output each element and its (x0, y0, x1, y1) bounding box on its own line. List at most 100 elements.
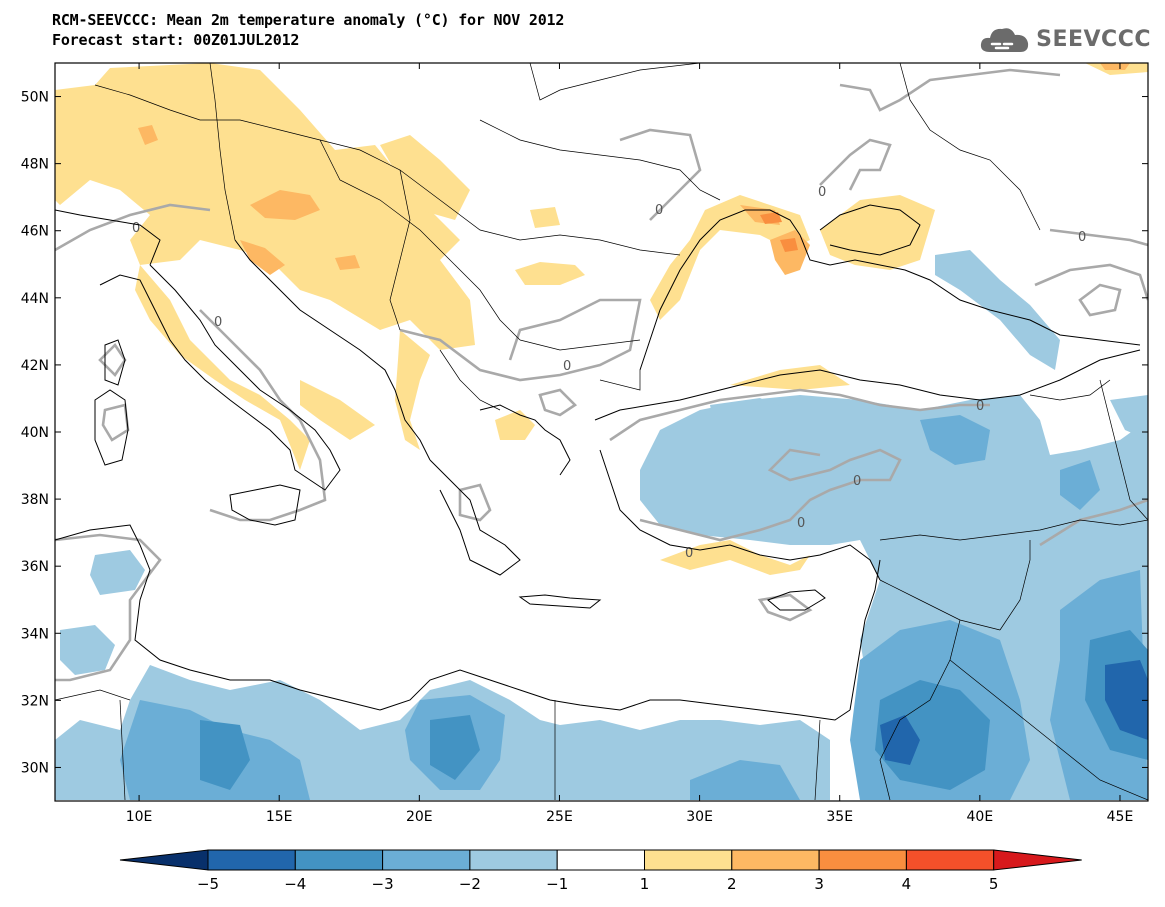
contour-line (538, 388, 578, 417)
hot-spot-odessa (760, 212, 782, 224)
coastline-levant (849, 559, 881, 711)
border-line (119, 699, 126, 801)
colorbar-segment (294, 849, 384, 871)
coastline-sicily (229, 484, 301, 526)
lon-tick-label: 45E (1107, 809, 1134, 825)
contour-line (1049, 228, 1148, 247)
latitude-axis: 50N 48N 46N 44N 42N 40N 38N 36N 34N 32N 30N (21, 90, 1148, 776)
warm-region-balkan-coast (395, 330, 430, 450)
colorbar-segment (644, 849, 733, 871)
warm-region-turkey-south (660, 540, 810, 575)
border-line (814, 719, 821, 801)
lat-tick-label: 30N (21, 760, 49, 776)
contour-label: 0 (214, 315, 222, 330)
colorbar-segment (382, 849, 471, 871)
coastline-crete (518, 594, 602, 609)
contour-line (399, 298, 642, 382)
border-line (879, 519, 1148, 541)
cold-region-turkey (640, 395, 1148, 800)
colorbar: −5 −4 −3 −2 −1 1 2 3 4 5 (119, 849, 1082, 893)
contour-label: 0 (976, 399, 984, 414)
contour-line (101, 403, 130, 442)
border-line (519, 339, 641, 351)
warm-region-crimea (820, 195, 935, 270)
warm-region-black-sea-nw (650, 195, 810, 320)
warm-spot-ne (1100, 63, 1130, 70)
warm-region-adriatic-coast (300, 380, 375, 440)
contour-label: 0 (818, 185, 826, 200)
hot-spot-crimea (780, 238, 798, 252)
coastline-tyrrhenian-west (55, 209, 161, 266)
coastline-turkey (594, 349, 1141, 581)
mid-cold-region-turkey (920, 415, 990, 465)
lat-tick-label: 32N (21, 693, 49, 709)
coastline-adriatic-east (234, 239, 431, 461)
lon-tick-label: 25E (546, 809, 573, 825)
colorbar-segment (818, 849, 907, 871)
contour-label: 0 (132, 221, 140, 236)
border-line (319, 139, 521, 341)
border-line (949, 659, 1148, 801)
very-cold-region-jordan (880, 715, 920, 765)
contour-line (609, 388, 990, 442)
contour-label: 0 (655, 203, 663, 218)
chart-title: RCM-SEEVCCC: Mean 2m temperature anomaly… (52, 11, 565, 29)
coastline-greece (429, 404, 571, 576)
very-cold-region-iraq (1105, 660, 1148, 740)
border-line (1099, 379, 1148, 521)
cold-region-algeria (60, 625, 115, 675)
cold-region-caucasus (935, 250, 1060, 370)
colorbar-label: −1 (546, 875, 568, 893)
border-line (389, 169, 411, 331)
contour-line (1039, 498, 1148, 547)
warm-region-turkey-north (730, 365, 850, 390)
longitude-axis: 10E 15E 20E 25E 30E 35E 40E 45E (126, 63, 1134, 825)
lat-tick-label: 42N (21, 358, 49, 374)
colorbar-label: −2 (459, 875, 481, 893)
border-line (94, 84, 681, 256)
warm-region-north-1 (380, 135, 470, 220)
contour-line (639, 448, 902, 542)
colorbar-label: 1 (640, 875, 650, 893)
colorbar-label: −5 (197, 875, 219, 893)
coastline-sea-of-azov (819, 204, 921, 256)
contour-line (458, 483, 492, 522)
country-borders (55, 63, 1148, 801)
colorbar-label: −4 (284, 875, 306, 893)
warm-spot-croatia-2 (335, 255, 360, 270)
contour-label: 0 (563, 359, 571, 374)
border-line (55, 689, 131, 701)
mid-cold-region-egypt (690, 760, 800, 800)
colorbar-segment (207, 849, 296, 871)
contour-line (55, 203, 211, 252)
warm-region-danube-2 (530, 207, 560, 228)
lat-tick-label: 34N (21, 626, 49, 642)
lon-tick-label: 20E (406, 809, 433, 825)
warm-spot-crimea (770, 230, 810, 275)
contour-line (757, 593, 813, 622)
contour-line (1034, 263, 1148, 301)
coastline-sardinia (94, 389, 129, 466)
contour-line (199, 309, 327, 522)
border-line (479, 119, 721, 201)
contour-label: 0 (685, 546, 693, 561)
colorbar-segment (905, 849, 995, 871)
border-line (899, 63, 1041, 231)
contour-line (839, 68, 1061, 112)
border-line (999, 540, 1031, 631)
lon-tick-label: 35E (826, 809, 853, 825)
colorbar-label: 3 (814, 875, 824, 893)
border-line (439, 349, 501, 411)
colorbar-label: 4 (902, 875, 912, 893)
contour-labels: 0 0 0 0 0 0 0 0 0 0 (132, 185, 1086, 561)
strong-cold-region-cyrenaica (430, 715, 480, 780)
warm-spot-croatia (240, 240, 285, 275)
contour-line (1078, 283, 1122, 317)
warm-spot-bavaria (138, 125, 158, 145)
colorbar-label: 2 (727, 875, 737, 893)
border-line (879, 619, 961, 801)
coastline-north-africa (55, 524, 851, 721)
cold-region-turkey-nw (710, 398, 790, 440)
warm-spot-alps (250, 190, 320, 220)
